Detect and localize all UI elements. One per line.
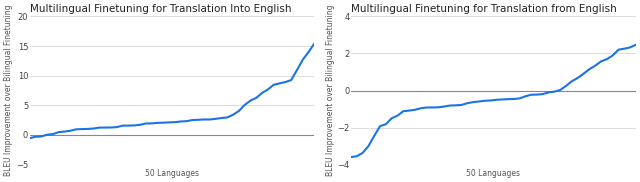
Text: Multilingual Finetuning for Translation from English: Multilingual Finetuning for Translation … <box>351 4 617 14</box>
Y-axis label: BLEU Improvement over Bilingual Finetuning: BLEU Improvement over Bilingual Finetuni… <box>326 5 335 176</box>
Y-axis label: BLEU Improvement over Bilingual Finetuning: BLEU Improvement over Bilingual Finetuni… <box>4 5 13 176</box>
Text: Multilingual Finetuning for Translation Into English: Multilingual Finetuning for Translation … <box>29 4 291 14</box>
X-axis label: 50 Languages: 50 Languages <box>145 169 199 178</box>
X-axis label: 50 Languages: 50 Languages <box>467 169 520 178</box>
